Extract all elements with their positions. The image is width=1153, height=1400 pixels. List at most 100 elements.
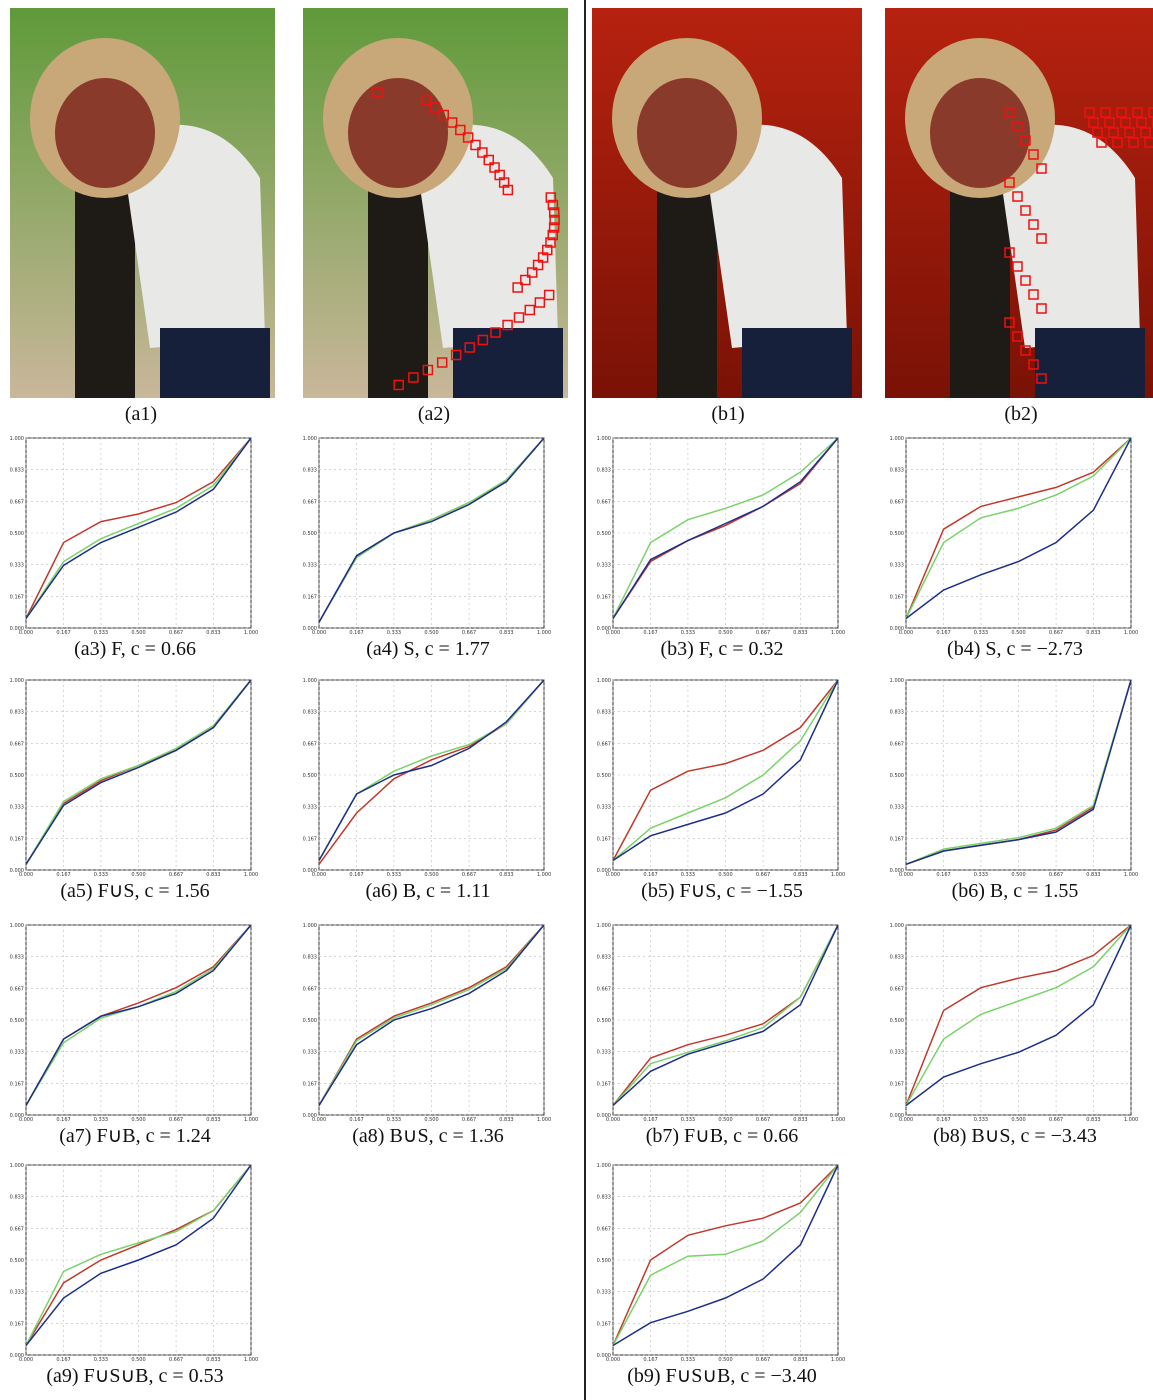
plot-caption: (b5) F∪S, c = −1.55 [641, 880, 803, 902]
feature-box [1020, 345, 1031, 356]
curve [25, 679, 252, 865]
feature-box [1112, 137, 1123, 148]
curve [318, 437, 545, 623]
feature-box [408, 372, 419, 383]
y-tick-label: 0.333 [597, 1290, 611, 1296]
feature-box [532, 259, 544, 271]
x-tick-label: 0.167 [936, 630, 950, 636]
y-tick-label: 1.000 [597, 436, 611, 442]
curve [905, 924, 1132, 1106]
curve [905, 924, 1132, 1106]
feature-box [1020, 135, 1031, 146]
feature-box [1028, 289, 1039, 300]
feature-box [520, 274, 531, 286]
x-tick-label: 0.500 [718, 1117, 732, 1123]
feature-box [1004, 107, 1015, 118]
y-tick-label: 0.000 [597, 626, 611, 632]
y-tick-label: 0.333 [597, 805, 611, 811]
feature-box [1028, 219, 1039, 230]
y-tick-label: 0.500 [597, 1018, 611, 1024]
x-tick-label: 1.000 [244, 872, 258, 878]
x-tick-label: 1.000 [537, 872, 551, 878]
y-tick-label: 0.500 [303, 773, 317, 779]
y-tick-label: 0.000 [890, 626, 904, 632]
feature-box [547, 199, 559, 211]
plot-caption: (b7) F∪B, c = 0.66 [646, 1125, 799, 1147]
sweater [995, 124, 1140, 349]
feature-box [1084, 107, 1095, 118]
y-tick-label: 1.000 [303, 436, 317, 442]
x-tick-label: 0.000 [899, 1117, 913, 1123]
y-tick-label: 0.333 [890, 563, 904, 569]
x-tick-label: 0.167 [936, 872, 950, 878]
sweater [120, 124, 265, 349]
feature-box [502, 184, 514, 196]
curve [612, 924, 839, 1107]
y-tick-label: 0.000 [890, 1113, 904, 1119]
y-tick-label: 0.000 [597, 1353, 611, 1359]
x-tick-label: 0.000 [19, 872, 33, 878]
y-tick-label: 0.833 [597, 1195, 611, 1201]
x-tick-label: 0.667 [462, 630, 476, 636]
y-tick-label: 0.500 [597, 1258, 611, 1264]
feature-box [498, 177, 510, 188]
x-tick-label: 1.000 [831, 1357, 845, 1363]
x-tick-label: 0.000 [606, 1117, 620, 1123]
y-tick-label: 1.000 [303, 678, 317, 684]
feature-box [429, 102, 441, 113]
sweater [702, 124, 847, 349]
x-tick-label: 0.333 [974, 630, 988, 636]
x-tick-label: 0.667 [756, 630, 770, 636]
curve [25, 1164, 252, 1346]
x-tick-label: 0.500 [424, 872, 438, 878]
y-tick-label: 1.000 [597, 678, 611, 684]
y-tick-label: 0.000 [597, 868, 611, 874]
y-tick-label: 0.667 [890, 741, 904, 747]
x-tick-label: 0.333 [387, 630, 401, 636]
y-tick-label: 0.000 [10, 868, 24, 874]
plot-caption: (a5) F∪S, c = 1.56 [60, 880, 209, 902]
y-tick-label: 0.833 [597, 468, 611, 474]
feature-box [548, 207, 560, 218]
x-tick-label: 0.667 [1049, 1117, 1063, 1123]
x-tick-label: 0.500 [424, 630, 438, 636]
feature-box [462, 132, 474, 143]
x-tick-label: 0.833 [206, 872, 220, 878]
face [930, 78, 1030, 188]
y-tick-label: 0.667 [597, 741, 611, 747]
y-tick-label: 0.667 [597, 986, 611, 992]
y-tick-label: 1.000 [597, 1163, 611, 1169]
feature-box [1012, 331, 1023, 342]
curve [612, 679, 839, 861]
y-tick-label: 1.000 [890, 436, 904, 442]
y-tick-label: 0.833 [303, 955, 317, 961]
x-tick-label: 0.667 [462, 1117, 476, 1123]
curve [318, 437, 545, 623]
curve [612, 1164, 839, 1346]
x-tick-label: 0.000 [606, 630, 620, 636]
x-tick-label: 0.000 [899, 630, 913, 636]
x-tick-label: 0.500 [131, 872, 145, 878]
plot-caption: (b4) S, c = −2.73 [947, 638, 1083, 660]
x-tick-label: 0.500 [718, 872, 732, 878]
y-tick-label: 0.333 [303, 1050, 317, 1056]
jeans [160, 328, 270, 398]
y-tick-label: 0.167 [303, 836, 317, 842]
y-tick-label: 0.500 [890, 531, 904, 537]
feature-box [548, 222, 560, 233]
curve [612, 679, 839, 862]
y-tick-label: 1.000 [10, 678, 24, 684]
y-tick-label: 0.667 [303, 499, 317, 505]
x-tick-label: 1.000 [244, 630, 258, 636]
y-tick-label: 0.333 [890, 805, 904, 811]
x-tick-label: 0.333 [681, 1357, 695, 1363]
plot-caption: (a3) F, c = 0.66 [74, 638, 196, 660]
face [348, 78, 448, 188]
feature-box [1100, 107, 1111, 118]
feature-box [1088, 117, 1099, 128]
x-tick-label: 1.000 [537, 1117, 551, 1123]
y-tick-label: 0.667 [597, 1226, 611, 1232]
x-tick-label: 1.000 [244, 1357, 258, 1363]
x-tick-label: 0.167 [349, 872, 363, 878]
